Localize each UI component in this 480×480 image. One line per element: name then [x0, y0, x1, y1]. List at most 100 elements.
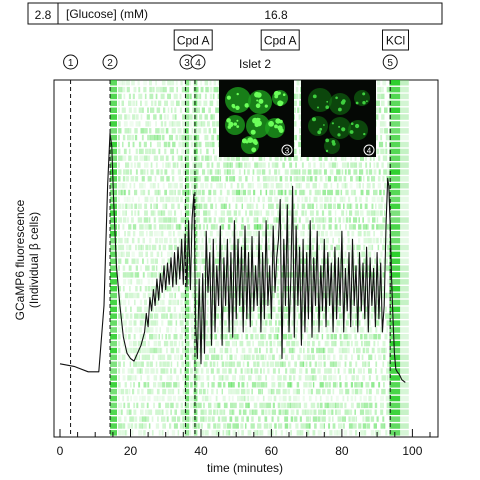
heatmap-cell	[320, 258, 326, 264]
heatmap-cell	[358, 237, 361, 244]
heatmap-cell	[139, 334, 144, 340]
heatmap-cell	[250, 395, 255, 402]
heatmap-cell	[177, 354, 180, 360]
heatmap-cell	[301, 299, 305, 306]
heatmap-cell	[191, 183, 195, 189]
heatmap-cell	[213, 86, 218, 93]
heatmap-cell	[341, 416, 346, 422]
heatmap-cell	[157, 416, 159, 422]
heatmap-cell	[353, 244, 356, 251]
heatmap-cell	[168, 183, 172, 189]
heatmap-cell	[271, 286, 276, 292]
heatmap-cell	[177, 416, 181, 422]
heatmap-cell	[375, 107, 378, 113]
heatmap-cell	[163, 141, 168, 148]
heatmap-cell	[166, 224, 172, 230]
heatmap-cell	[345, 217, 349, 223]
heatmap-cell	[287, 402, 291, 409]
heatmap-cell	[291, 320, 296, 326]
heatmap-cell	[139, 416, 143, 422]
heatmap-cell	[230, 402, 233, 409]
heatmap-cell	[171, 416, 176, 422]
heatmap-cell	[135, 100, 138, 106]
inset-speck	[227, 125, 232, 129]
heatmap-burst	[185, 423, 189, 429]
heatmap-cell	[357, 354, 360, 360]
heatmap-cell	[147, 382, 150, 388]
heatmap-cell	[257, 272, 261, 278]
heatmap-cell	[203, 203, 208, 209]
heatmap-cell	[351, 388, 355, 395]
heatmap-cell	[241, 347, 246, 354]
heatmap-cell	[228, 292, 234, 299]
heatmap-cell	[339, 354, 343, 360]
heatmap-cell	[271, 416, 274, 422]
heatmap-cell	[231, 231, 235, 237]
heatmap-cell	[158, 148, 161, 155]
heatmap-cell	[206, 162, 210, 168]
heatmap-cell	[260, 334, 264, 340]
heatmap-cell	[387, 361, 391, 367]
heatmap-cell	[219, 409, 223, 415]
heatmap-cell	[252, 155, 254, 161]
heatmap-cell	[164, 265, 166, 271]
heatmap-cell	[177, 279, 179, 285]
heatmap-cell	[335, 382, 338, 388]
heatmap-burst	[389, 279, 401, 285]
heatmap-cell	[384, 423, 386, 429]
heatmap-tail	[400, 272, 409, 278]
heatmap-cell	[207, 210, 211, 216]
heatmap-cell	[118, 409, 123, 415]
heatmap-cell	[193, 340, 195, 347]
heatmap-cell	[141, 244, 144, 251]
heatmap-cell	[353, 258, 355, 264]
heatmap-burst	[185, 354, 189, 361]
heatmap-cell	[366, 423, 371, 429]
heatmap-cell	[140, 313, 145, 319]
heatmap-cell	[282, 244, 287, 251]
heatmap-cell	[319, 203, 323, 209]
heatmap-cell	[351, 375, 355, 381]
heatmap-cell	[235, 155, 241, 161]
heatmap-cell	[351, 354, 353, 360]
heatmap-cell	[267, 176, 271, 182]
heatmap-burst	[185, 292, 189, 299]
heatmap-cell	[162, 183, 165, 189]
heatmap-cell	[236, 423, 239, 429]
heatmap-cell	[335, 409, 338, 415]
heatmap-cell	[161, 334, 164, 340]
heatmap-cell	[191, 292, 197, 299]
heatmap-cell	[213, 402, 218, 409]
heatmap-cell	[171, 203, 175, 209]
heatmap-cell	[122, 286, 125, 292]
heatmap-cell	[355, 430, 358, 436]
heatmap-cell	[246, 382, 249, 388]
heatmap-cell	[268, 334, 272, 340]
heatmap-cell	[191, 334, 194, 340]
heatmap-cell	[324, 402, 329, 409]
heatmap-burst	[193, 395, 198, 402]
heatmap-burst	[185, 114, 189, 120]
heatmap-cell	[121, 189, 126, 196]
heatmap-cell	[191, 128, 193, 134]
heatmap-cell	[208, 217, 212, 223]
heatmap-cell	[133, 402, 136, 409]
heatmap-cell	[312, 155, 316, 161]
heatmap-cell	[296, 395, 300, 402]
heatmap-cell	[139, 231, 144, 237]
heatmap-cell	[333, 313, 336, 319]
heatmap-cell	[340, 299, 344, 306]
heatmap-cell	[369, 258, 373, 264]
heatmap-cell	[146, 114, 150, 120]
heatmap-cell	[177, 169, 181, 175]
heatmap-cell	[260, 210, 262, 216]
heatmap-cell	[200, 162, 203, 168]
heatmap-cell	[138, 93, 143, 100]
heatmap-cell	[364, 320, 368, 326]
heatmap-cell	[121, 244, 125, 251]
heatmap-cell	[118, 176, 121, 182]
heatmap-cell	[383, 292, 388, 299]
heatmap-burst	[193, 347, 198, 354]
marker-4: 4	[190, 54, 206, 70]
heatmap-cell	[148, 244, 152, 251]
